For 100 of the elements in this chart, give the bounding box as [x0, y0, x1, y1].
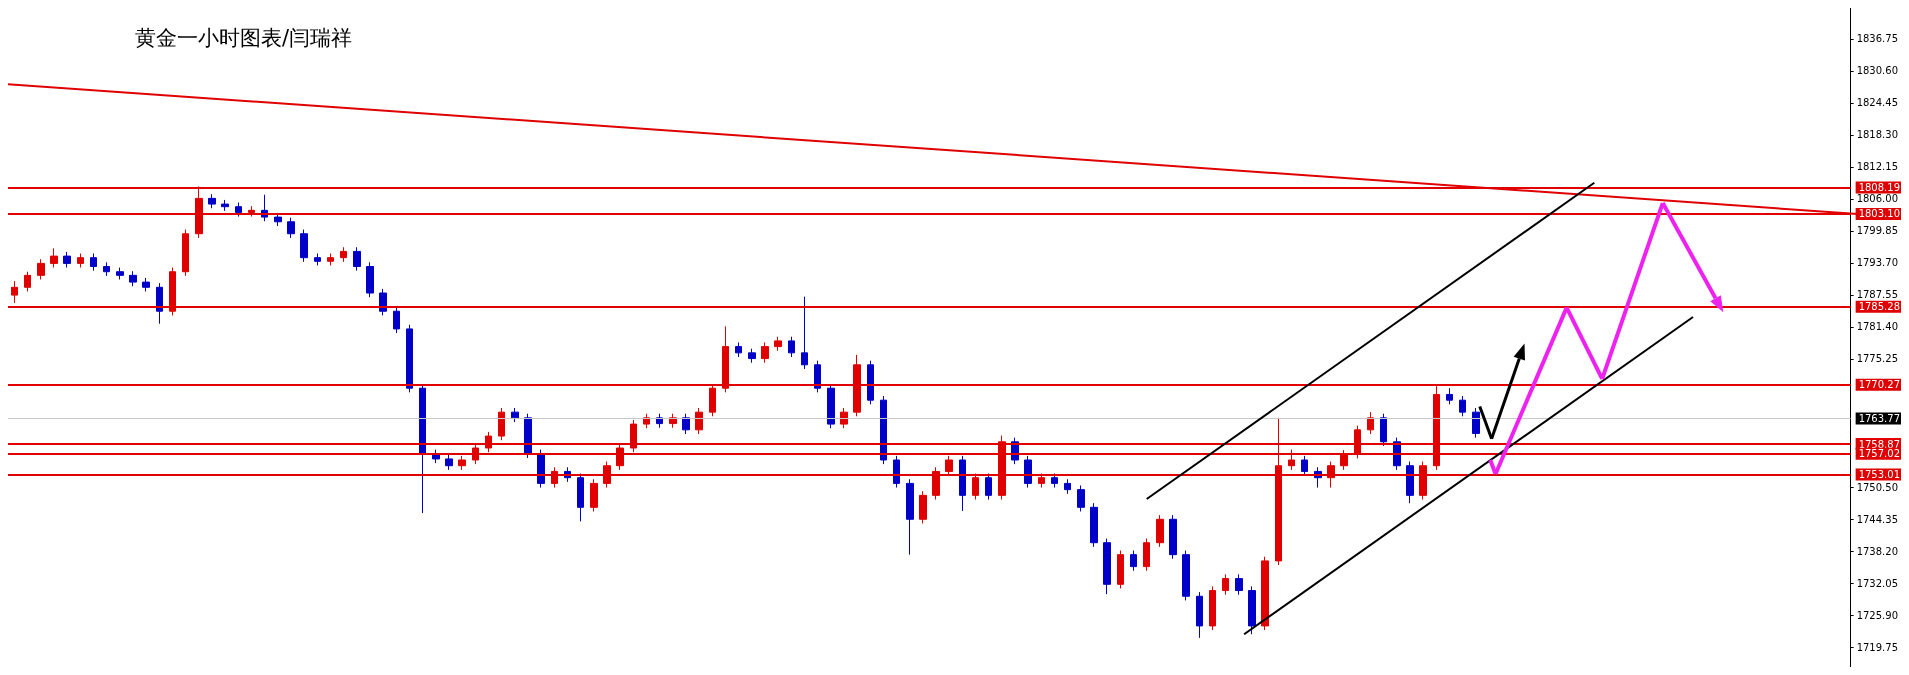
candlestick: [103, 261, 110, 277]
candlestick: [63, 251, 71, 269]
candlestick: [774, 336, 782, 352]
candlestick: [1406, 461, 1414, 504]
candlestick: [1117, 549, 1124, 589]
y-tick-label: 1781.40: [1856, 321, 1899, 333]
candlestick: [1156, 514, 1164, 548]
candlestick: [1051, 473, 1058, 489]
candlestick: [327, 253, 334, 266]
candlestick: [208, 193, 216, 209]
candlestick: [300, 229, 308, 263]
candlestick: [182, 229, 189, 277]
candlestick: [840, 407, 848, 429]
candlestick: [1064, 478, 1071, 495]
candlestick: [1380, 413, 1387, 447]
candlestick: [235, 202, 242, 218]
y-tick-label: 1738.20: [1856, 546, 1899, 558]
candlestick: [353, 246, 361, 272]
candlestick: [393, 306, 400, 334]
candlestick: [1472, 407, 1480, 439]
y-tick-label: 1787.55: [1856, 289, 1899, 301]
candlestick: [24, 271, 31, 292]
candlestick: [880, 395, 887, 465]
y-tick-label: 1830.60: [1856, 65, 1899, 77]
candlestick: [1103, 538, 1111, 595]
candlestick: [274, 212, 282, 227]
candlestick: [748, 348, 756, 364]
candlestick: [445, 454, 453, 471]
candlestick: [1367, 411, 1374, 435]
ref-line-label: 1770.27: [1858, 379, 1901, 391]
candlestick: [1459, 395, 1466, 417]
candlestick: [788, 336, 795, 358]
candlestick: [1077, 484, 1085, 512]
candlestick: [90, 253, 97, 272]
candlestick: [77, 253, 84, 269]
y-tick-label: 1744.35: [1856, 514, 1899, 526]
y-tick-label: 1775.25: [1856, 353, 1899, 365]
candlestick: [1130, 549, 1137, 572]
y-tick-label: 1725.90: [1856, 610, 1899, 622]
ref-line-label: 1753.01: [1858, 469, 1901, 480]
candlestick: [577, 473, 584, 522]
candlestick: [893, 455, 900, 489]
y-tick-label: 1818.30: [1856, 129, 1899, 141]
candlestick: [366, 261, 374, 298]
candlestick: [590, 478, 598, 512]
candlestick: [379, 288, 387, 316]
candlestick: [1301, 455, 1308, 477]
candlestick: [50, 247, 58, 269]
y-tick-label: 1824.45: [1856, 97, 1899, 109]
candlestick: [867, 360, 874, 405]
candlestick: [142, 277, 150, 292]
y-tick-label: 1719.75: [1856, 642, 1899, 653]
candlestick: [221, 199, 229, 212]
candlestick: [340, 246, 347, 263]
ref-line-label: 1763.77: [1858, 413, 1901, 425]
candlestick: [1222, 573, 1229, 596]
candlestick: [985, 473, 992, 501]
candlestick: [37, 258, 45, 281]
candlestick: [498, 407, 505, 441]
candlestick: [1143, 538, 1150, 572]
candlestick: [1248, 585, 1256, 635]
candlestick: [116, 267, 124, 281]
candlestick: [1261, 556, 1269, 631]
candlestick: [801, 296, 808, 370]
candlestick: [1182, 549, 1190, 601]
candlestick: [959, 455, 966, 512]
candlestick: [827, 383, 835, 429]
candlestick: [919, 490, 927, 524]
candlestick: [1090, 502, 1098, 548]
candlestick: [761, 341, 769, 364]
candlestick: [511, 407, 519, 423]
candlestick: [314, 253, 321, 266]
candlestick: [735, 341, 742, 358]
candlestick: [682, 413, 690, 435]
y-tick-label: 1732.05: [1856, 578, 1899, 590]
candlestick: [406, 324, 413, 393]
candlestick: [11, 280, 18, 304]
candlestick: [156, 282, 163, 325]
text: 黄金一小时图表/闫瑞祥: [135, 25, 353, 50]
y-tick-label: 1750.50: [1856, 482, 1899, 494]
y-tick-label: 1793.70: [1856, 257, 1899, 269]
y-tick-label: 1806.00: [1856, 193, 1899, 205]
candlestick: [419, 383, 426, 514]
candlestick: [1209, 585, 1216, 631]
y-tick-label: 1812.15: [1856, 161, 1899, 173]
candlestick: [1196, 591, 1203, 639]
y-tick-label: 1799.85: [1856, 225, 1899, 237]
candlestick: [906, 478, 914, 556]
candlestick: [1024, 455, 1032, 489]
ref-line-label: 1757.02: [1858, 448, 1901, 460]
y-tick-label: 1836.75: [1856, 33, 1899, 45]
candlestick: [287, 217, 295, 239]
candlestick: [1235, 573, 1243, 596]
ref-line-label: 1808.19: [1858, 182, 1901, 193]
candlestick: [1169, 514, 1177, 560]
ref-line-label: 1785.28: [1858, 301, 1901, 313]
candlestick: [814, 360, 821, 393]
candlestick: [695, 407, 703, 435]
ref-line-label: 1758.87: [1858, 438, 1901, 450]
candlestick: [1446, 387, 1453, 405]
